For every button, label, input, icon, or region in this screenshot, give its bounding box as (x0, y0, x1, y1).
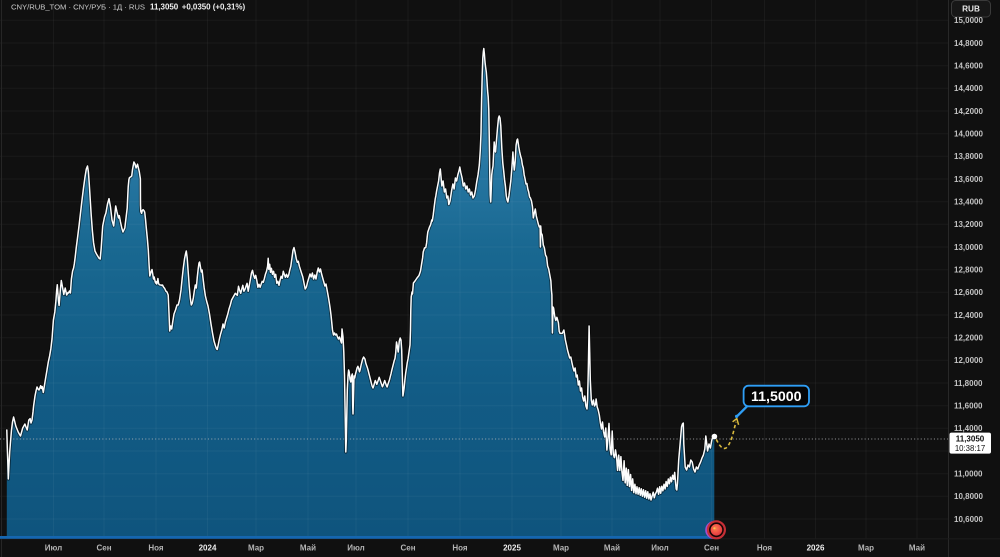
svg-text:11,8000: 11,8000 (954, 379, 983, 388)
svg-text:2024: 2024 (199, 543, 217, 552)
svg-text:11,6000: 11,6000 (954, 402, 983, 411)
svg-text:CNY/RUB_TOM · CNY/РУБ · 1Д · R: CNY/RUB_TOM · CNY/РУБ · 1Д · RUS 11,3050 +… (11, 3, 245, 12)
svg-text:Мар: Мар (553, 543, 569, 552)
svg-text:Мар: Мар (248, 543, 264, 552)
svg-text:Мар: Мар (858, 543, 874, 552)
svg-text:Ноя: Ноя (452, 543, 468, 552)
svg-text:13,0000: 13,0000 (954, 243, 983, 252)
svg-text:12,2000: 12,2000 (954, 334, 983, 343)
svg-text:Сен: Сен (704, 543, 719, 552)
svg-text:Июл: Июл (45, 543, 62, 552)
svg-text:12,6000: 12,6000 (954, 288, 983, 297)
svg-text:11,3050: 11,3050 (956, 434, 985, 443)
svg-text:14,0000: 14,0000 (954, 130, 983, 139)
svg-text:11,0000: 11,0000 (954, 470, 983, 479)
svg-text:12,0000: 12,0000 (954, 356, 983, 365)
svg-text:12,8000: 12,8000 (954, 266, 983, 275)
svg-text:13,2000: 13,2000 (954, 220, 983, 229)
svg-text:12,4000: 12,4000 (954, 311, 983, 320)
svg-text:13,8000: 13,8000 (954, 152, 983, 161)
svg-text:14,6000: 14,6000 (954, 62, 983, 71)
svg-text:10,8000: 10,8000 (954, 492, 983, 501)
svg-text:15,0000: 15,0000 (954, 16, 983, 25)
svg-text:13,4000: 13,4000 (954, 198, 983, 207)
svg-text:Ноя: Ноя (148, 543, 164, 552)
svg-text:11,4000: 11,4000 (954, 424, 983, 433)
svg-text:11,5000: 11,5000 (751, 389, 802, 405)
svg-text:2025: 2025 (503, 543, 521, 552)
svg-text:RUB: RUB (962, 5, 980, 14)
svg-text:Июл: Июл (651, 543, 668, 552)
svg-text:14,2000: 14,2000 (954, 107, 983, 116)
svg-text:Май: Май (300, 543, 316, 552)
svg-text:Сен: Сен (96, 543, 111, 552)
svg-text:Июл: Июл (347, 543, 364, 552)
svg-text:10:38:17: 10:38:17 (955, 444, 985, 453)
svg-text:14,4000: 14,4000 (954, 84, 983, 93)
svg-text:Сен: Сен (400, 543, 415, 552)
svg-text:Ноя: Ноя (757, 543, 773, 552)
svg-text:Май: Май (909, 543, 925, 552)
svg-text:2026: 2026 (807, 543, 825, 552)
svg-text:Май: Май (604, 543, 620, 552)
svg-text:13,6000: 13,6000 (954, 175, 983, 184)
svg-text:14,8000: 14,8000 (954, 39, 983, 48)
svg-text:10,6000: 10,6000 (954, 515, 983, 524)
